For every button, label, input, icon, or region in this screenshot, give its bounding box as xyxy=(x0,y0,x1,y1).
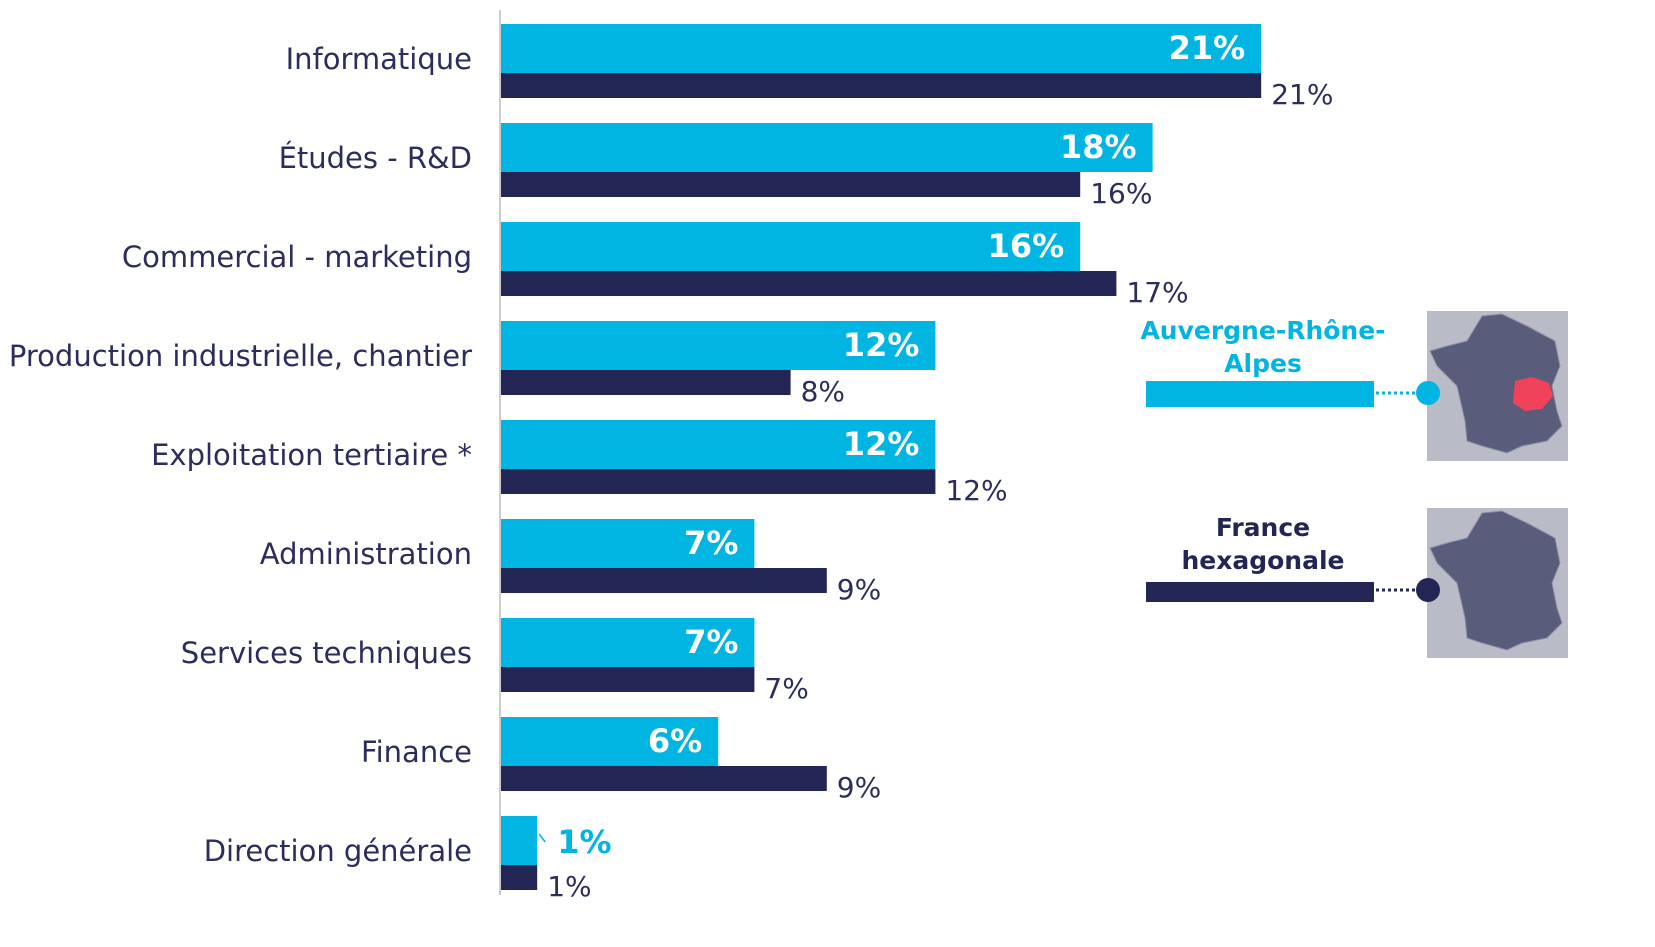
value-label: 18% xyxy=(1060,128,1137,166)
legend-swatch xyxy=(1146,582,1374,602)
bar xyxy=(501,618,755,667)
value-label: 9% xyxy=(837,573,881,606)
value-label: 12% xyxy=(843,425,920,463)
bar xyxy=(501,816,538,865)
bar xyxy=(501,717,719,766)
bar xyxy=(501,24,1262,73)
value-label: 7% xyxy=(764,672,808,705)
legend-swatch xyxy=(1146,381,1374,407)
leader-line xyxy=(538,833,546,843)
value-label: 21% xyxy=(1169,29,1246,67)
category-label: Direction générale xyxy=(204,834,472,868)
legend-dot xyxy=(1416,381,1440,405)
bar xyxy=(501,469,936,494)
category-label: Production industrielle, chantier xyxy=(9,339,472,373)
value-label: 7% xyxy=(684,623,738,661)
category-label: Études - R&D xyxy=(279,141,472,175)
bar xyxy=(501,568,827,593)
value-label: 17% xyxy=(1126,276,1188,309)
map-france xyxy=(1427,508,1568,658)
value-label: 7% xyxy=(684,524,738,562)
bar xyxy=(501,271,1117,296)
legend-dot xyxy=(1416,578,1440,602)
value-label: 16% xyxy=(1090,177,1152,210)
value-label: 6% xyxy=(648,722,702,760)
bar xyxy=(501,321,936,370)
value-label: 21% xyxy=(1271,78,1333,111)
legend-label: France hexagonale xyxy=(1181,513,1345,575)
bar xyxy=(501,222,1081,271)
value-label: 12% xyxy=(945,474,1007,507)
value-label: 1% xyxy=(547,870,591,903)
value-label: 16% xyxy=(988,227,1065,265)
bar xyxy=(501,766,827,791)
category-label: Finance xyxy=(361,735,472,769)
bar xyxy=(501,519,755,568)
value-label: 9% xyxy=(837,771,881,804)
bar xyxy=(501,172,1081,197)
value-label: 8% xyxy=(801,375,845,408)
value-label: 1% xyxy=(557,823,611,861)
value-label: 12% xyxy=(843,326,920,364)
bar xyxy=(501,123,1153,172)
category-label: Informatique xyxy=(286,42,472,76)
bar xyxy=(501,667,755,692)
category-label: Services techniques xyxy=(181,636,472,670)
legend-label: Auvergne-Rhône-Alpes xyxy=(1140,316,1386,378)
bar xyxy=(501,370,791,395)
bar xyxy=(501,865,538,890)
bar xyxy=(501,73,1262,98)
category-label: Exploitation tertiaire * xyxy=(151,438,472,472)
bar xyxy=(501,420,936,469)
map-region xyxy=(1427,311,1568,461)
category-label: Administration xyxy=(260,537,472,571)
category-label: Commercial - marketing xyxy=(122,240,472,274)
